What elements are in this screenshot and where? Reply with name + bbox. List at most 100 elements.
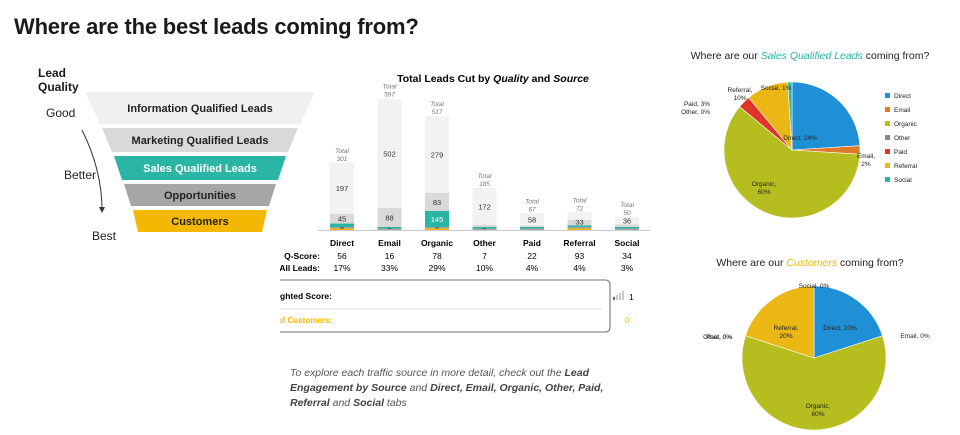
- signal-strength-icon: [613, 291, 624, 300]
- pie-label-paid: Paid, 3%: [684, 101, 710, 108]
- qscore-value: 34: [622, 251, 632, 261]
- bar-segment-information-qualified-leads-paid: [520, 213, 544, 226]
- qscore-value: 93: [575, 251, 585, 261]
- bar-value-label: 279: [431, 150, 444, 159]
- pie-label-email: Email, 2%: [857, 153, 875, 168]
- legend-swatch-other: [885, 135, 890, 140]
- pie-slice-social: [787, 81, 793, 151]
- x-tick-label-referral: Referral: [563, 238, 595, 248]
- qscore-row-label: Q-Score:: [284, 251, 320, 261]
- bar-segment-opportunities-paid: [520, 228, 544, 230]
- legend-swatch-referral: [885, 163, 890, 168]
- pie-slice-organic: [741, 335, 887, 431]
- bar-total-caption: Total: [620, 202, 634, 209]
- bar-total-value: 50: [623, 210, 631, 217]
- x-tick-label-other: Other: [473, 238, 496, 248]
- footnote-text: and: [329, 397, 354, 409]
- bar-segment-opportunities-direct: [330, 227, 354, 229]
- bar-segment-information-qualified-leads-direct: [330, 162, 354, 214]
- weighted-score-value: 1: [629, 292, 634, 302]
- bar-segment-opportunities-referral: [567, 227, 592, 229]
- x-tick-label-paid: Paid: [523, 238, 541, 248]
- legend-label-other: Other: [894, 135, 911, 142]
- bar-value-label: 45: [338, 215, 346, 224]
- qscore-value: 78: [432, 251, 442, 261]
- pie-label-paid: Paid, 0%: [706, 334, 732, 341]
- bar-segment-marketing-qualified-leads-direct: [330, 213, 354, 224]
- bar-segment-information-qualified-leads-email: [377, 99, 402, 208]
- legend-swatch-paid: [885, 149, 890, 154]
- qscore-value: 56: [337, 251, 347, 261]
- bar-segment-marketing-qualified-leads-email: [377, 207, 402, 227]
- bar-chart-title: Total Leads Cut by Quality and Source: [397, 73, 589, 85]
- funnel-label-information-qualified-leads: Information Qualified Leads: [127, 103, 272, 115]
- weighted-row-label: Weighted Score:: [280, 291, 332, 301]
- x-tick-label-email: Email: [378, 238, 401, 248]
- legend-swatch-social: [885, 177, 890, 182]
- pie-label-social: Social, 1%: [761, 85, 792, 92]
- bar-segment-marketing-qualified-leads-organic: [425, 192, 449, 211]
- pie-slice-referral: [745, 285, 815, 359]
- pie-label-email: Email, 0%: [900, 333, 929, 340]
- qscore-value: 7: [482, 251, 487, 261]
- footnote-link-referral[interactable]: Referral: [290, 397, 330, 409]
- bar-segment-opportunities-social: [615, 228, 639, 230]
- pct-value: 33%: [381, 263, 398, 273]
- pie-label-organic: Organic, 60%: [752, 181, 777, 196]
- footnote-link-sources[interactable]: Direct, Email, Organic, Other, Paid,: [430, 382, 604, 394]
- bar-segment-opportunities-email: [377, 228, 402, 230]
- bar-segment-marketing-qualified-leads-social: [615, 224, 639, 227]
- footnote-text: and: [406, 382, 431, 394]
- footnote-text: tabs: [384, 397, 407, 409]
- bar-column-organic: 3114583279Total517Organic7829%233: [421, 101, 453, 325]
- footnote-link-engagement[interactable]: Engagement by Source: [290, 382, 407, 394]
- bar-value-label: 33: [575, 217, 583, 226]
- bar-total-caption: Total: [573, 197, 587, 204]
- bar-total-caption: Total: [430, 101, 444, 108]
- bar-total-value: 185: [479, 181, 490, 188]
- lead-quality-axis-label: Lead Quality: [38, 66, 79, 94]
- funnel-label-sales-qualified-leads: Sales Qualified Leads: [143, 163, 257, 175]
- customers-pie-chart: Direct, 20% Email, 0% Organic, 60% Other, 0%…: [703, 283, 930, 431]
- pct-value: 3%: [621, 263, 634, 273]
- footnote-text: To explore each traffic source in more d…: [290, 367, 565, 379]
- footnote-link-lead[interactable]: Lead: [564, 367, 590, 379]
- qscore-value: 22: [527, 251, 537, 261]
- bar-column-email: 0288502Total597Email1633%50: [375, 84, 402, 325]
- quality-arrow: [81, 129, 105, 213]
- page-title: Where are the best leads coming from?: [14, 14, 419, 39]
- x-tick-label-direct: Direct: [330, 238, 354, 248]
- funnel-label-customers: Customers: [171, 216, 228, 228]
- bar-segment-opportunities-other: [472, 228, 497, 230]
- qscore-value: 16: [385, 251, 395, 261]
- bar-value-label: 36: [623, 216, 631, 225]
- funnel-stage-customers: [133, 210, 267, 232]
- pie-label-other: Other, 0%: [703, 334, 732, 341]
- pct-value: 4%: [573, 263, 586, 273]
- pct-value: 17%: [333, 263, 350, 273]
- bar-segment-marketing-qualified-leads-referral: [567, 219, 592, 226]
- bar-segment-sales-qualified-leads-other: [472, 227, 497, 229]
- pie-label-referral: Referral, 10%: [728, 87, 753, 102]
- footnote-link-social[interactable]: Social: [353, 397, 384, 409]
- bar-value-label: 502: [383, 150, 396, 159]
- x-tick-label-organic: Organic: [421, 238, 453, 248]
- pie-slice-direct: [813, 285, 883, 359]
- pct-value: 29%: [428, 263, 445, 273]
- bar-total-caption: Total: [478, 173, 492, 180]
- funnel-label-opportunities: Opportunities: [164, 190, 236, 202]
- pct-row-label: % of All Leads:: [280, 263, 320, 273]
- bar-segment-information-qualified-leads-organic: [425, 115, 449, 193]
- pie-slice-organic: [723, 106, 861, 219]
- bar-total-caption: Total: [383, 84, 397, 91]
- pie-label-social: Social, 0%: [799, 283, 830, 290]
- x-tick-label-social: Social: [614, 238, 639, 248]
- bar-segment-information-qualified-leads-referral: [567, 211, 592, 220]
- level-best: Best: [92, 229, 117, 243]
- bar-segment-marketing-qualified-leads-paid: [520, 225, 544, 227]
- legend-swatch-email: [885, 107, 890, 112]
- pie-label-direct: Direct, 24%: [783, 135, 817, 142]
- legend-swatch-organic: [885, 121, 890, 126]
- pie-label-other: Other, 0%: [681, 109, 710, 116]
